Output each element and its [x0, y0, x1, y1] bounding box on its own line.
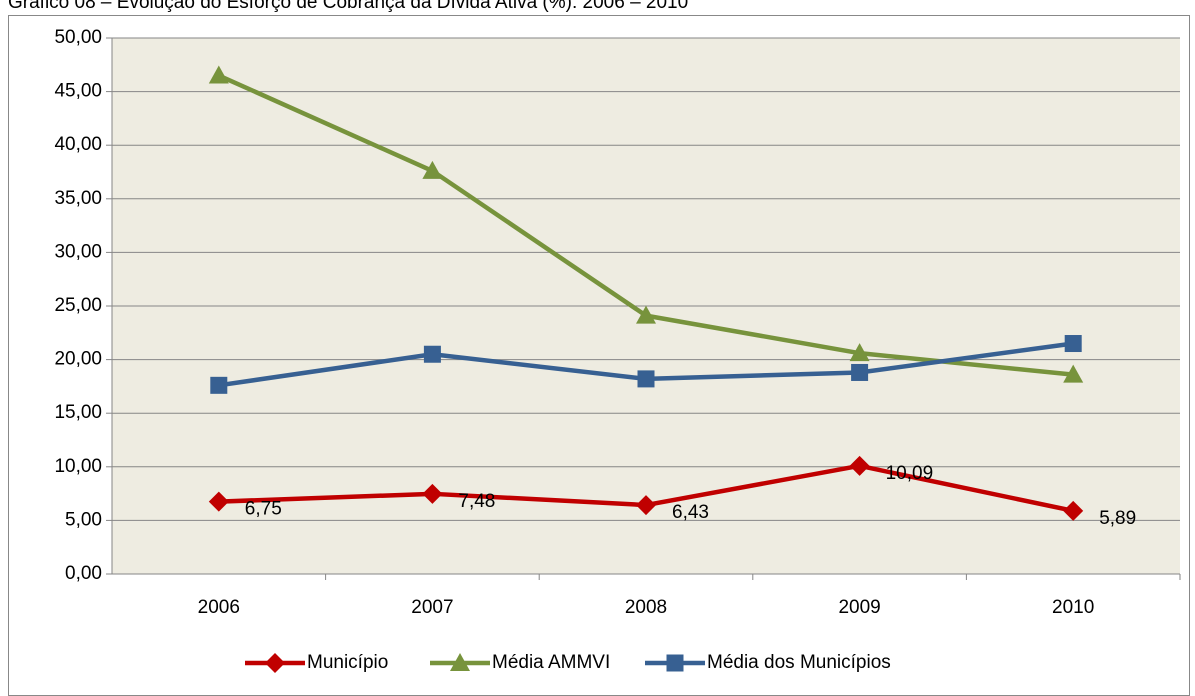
data-label: 6,75	[245, 499, 282, 520]
data-label: 5,89	[1099, 508, 1136, 529]
marker	[637, 370, 655, 388]
marker	[422, 483, 443, 504]
chart-title: Gráfico 08 – Evolução do Esforço de Cobr…	[8, 0, 688, 13]
y-tick-label: 45,00	[54, 81, 102, 102]
x-tick-label: 2009	[838, 597, 880, 618]
y-tick-label: 0,00	[65, 563, 102, 584]
y-tick-label: 50,00	[54, 27, 102, 48]
marker	[422, 160, 443, 179]
marker	[666, 654, 684, 672]
x-tick-label: 2006	[198, 597, 240, 618]
y-tick-label: 5,00	[65, 509, 102, 530]
marker	[1063, 364, 1084, 383]
marker	[208, 491, 229, 512]
marker	[636, 305, 656, 324]
data-label: 6,43	[672, 502, 709, 523]
y-tick-label: 25,00	[54, 295, 102, 316]
marker	[636, 495, 656, 516]
marker	[849, 455, 870, 476]
y-tick-label: 10,00	[54, 456, 102, 477]
y-tick-label: 35,00	[54, 188, 102, 209]
marker	[423, 345, 441, 363]
legend-label: Média AMMVI	[492, 652, 610, 673]
marker	[208, 65, 229, 84]
marker	[851, 363, 869, 381]
marker	[450, 653, 470, 671]
data-label: 10,09	[886, 463, 934, 484]
y-tick-label: 30,00	[54, 241, 102, 262]
x-tick-label: 2008	[625, 597, 667, 618]
legend-label: Média dos Municípios	[707, 652, 891, 673]
legend-label: Município	[307, 652, 388, 673]
data-label: 7,48	[458, 491, 495, 512]
marker	[849, 343, 870, 362]
y-tick-label: 15,00	[54, 402, 102, 423]
y-tick-label: 40,00	[54, 134, 102, 155]
marker	[210, 376, 228, 394]
marker	[265, 653, 285, 673]
x-tick-label: 2010	[1052, 597, 1094, 618]
y-tick-label: 20,00	[54, 349, 102, 370]
marker	[1063, 500, 1084, 521]
marker	[1064, 335, 1082, 353]
x-tick-label: 2007	[411, 597, 453, 618]
